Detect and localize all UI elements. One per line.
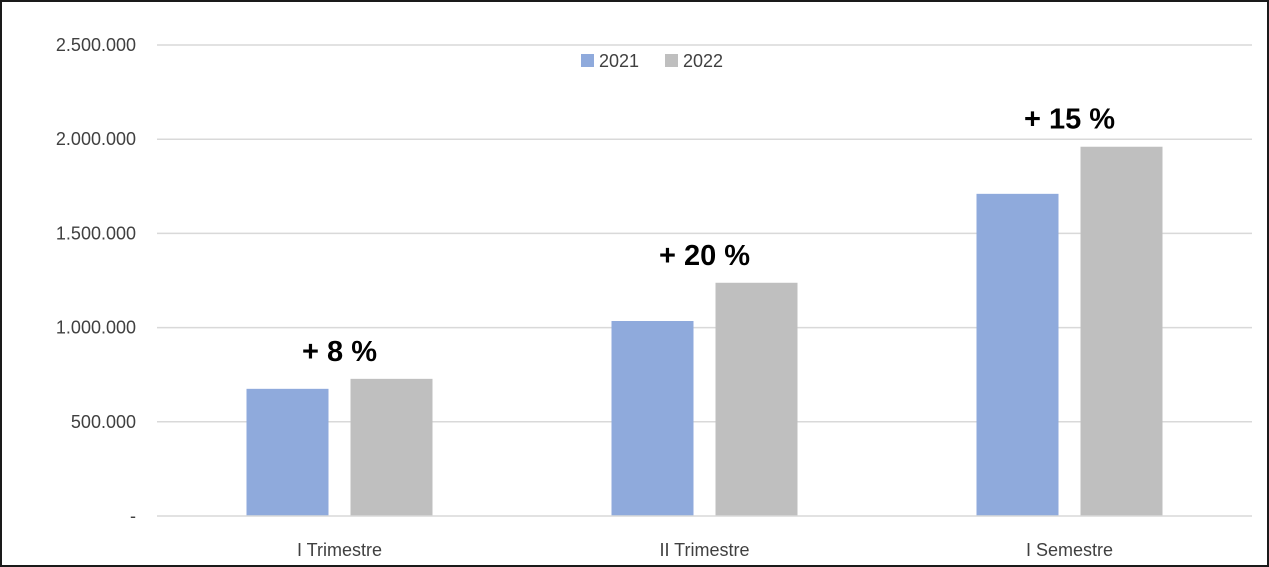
- bars: [246, 146, 1163, 516]
- annotations: + 8 % + 20 % + 15 %: [302, 104, 1115, 368]
- bar-2021-1: [246, 388, 329, 516]
- legend-swatch-2022: [665, 54, 678, 67]
- category-label: I Semestre: [1026, 540, 1113, 560]
- bar-2021-2: [611, 321, 694, 516]
- bar-2022-2: [715, 282, 798, 516]
- y-tick-label: 2.500.000: [56, 35, 136, 55]
- category-labels: I Trimestre II Trimestre I Semestre: [297, 540, 1113, 560]
- y-tick-label: 500.000: [71, 412, 136, 432]
- y-tick-label: -: [130, 506, 136, 526]
- growth-annotation: + 20 %: [659, 240, 750, 272]
- legend-label: 2021: [599, 51, 639, 71]
- bar-2022-1: [350, 378, 433, 516]
- y-tick-label: 1.000.000: [56, 318, 136, 338]
- growth-annotation: + 8 %: [302, 336, 377, 368]
- bar-2022-3: [1080, 146, 1163, 516]
- y-tick-label: 1.500.000: [56, 223, 136, 243]
- legend-label: 2022: [683, 51, 723, 71]
- growth-annotation: + 15 %: [1024, 104, 1115, 136]
- category-label: II Trimestre: [659, 540, 749, 560]
- bar-2021-3: [976, 193, 1059, 516]
- legend-swatch-2021: [581, 54, 594, 67]
- legend: 2021 2022: [581, 51, 723, 71]
- y-axis-ticks: - 500.000 1.000.000 1.500.000 2.000.000 2.500…: [56, 35, 136, 526]
- gridlines: [157, 44, 1252, 423]
- y-tick-label: 2.000.000: [56, 129, 136, 149]
- category-label: I Trimestre: [297, 540, 382, 560]
